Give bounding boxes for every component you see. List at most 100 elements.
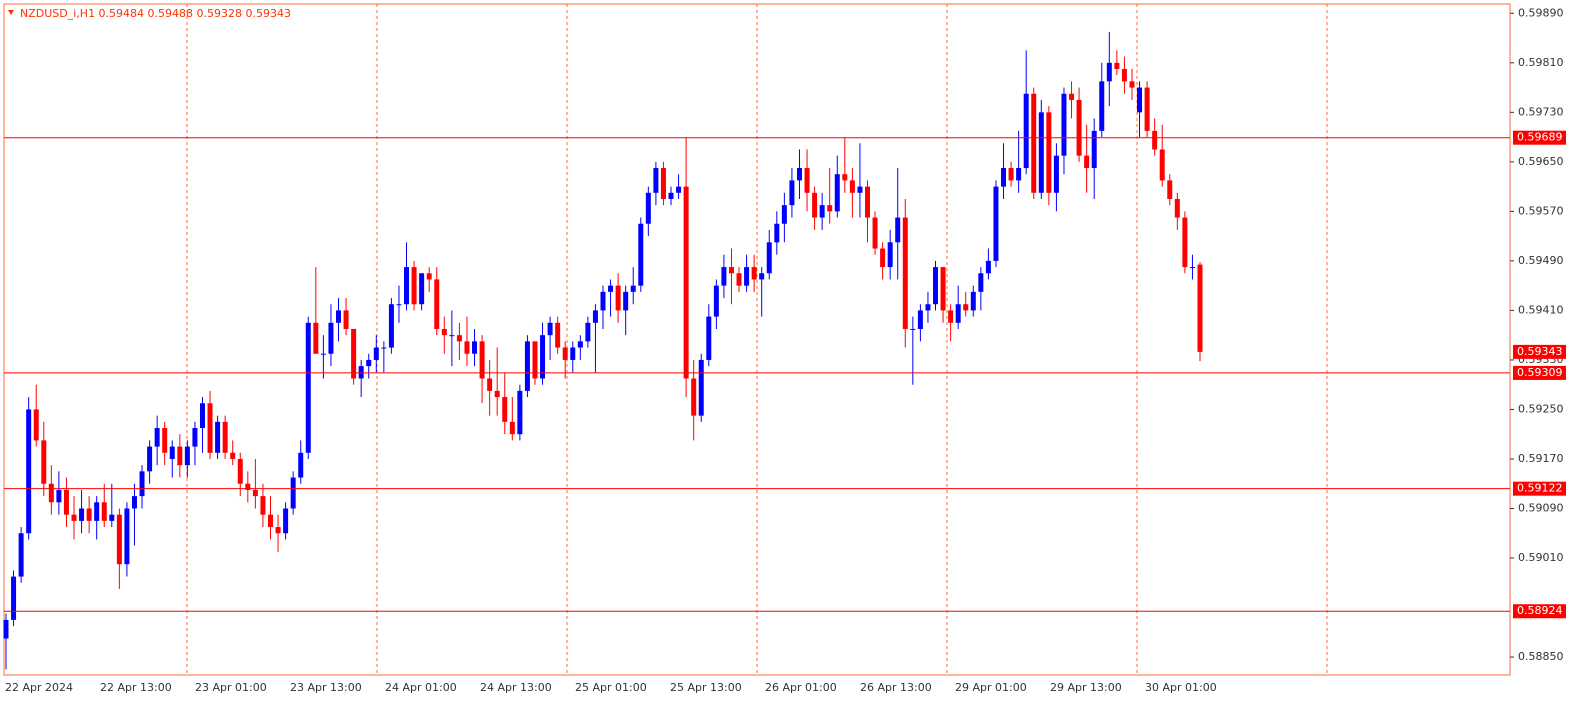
- x-tick-label: 23 Apr 13:00: [290, 681, 362, 694]
- candle-body: [1197, 264, 1203, 352]
- level-label: 0.59122: [1517, 482, 1563, 495]
- y-tick-label: 0.59890: [1518, 6, 1564, 19]
- candle-body: [290, 477, 296, 509]
- y-tick-label: 0.59570: [1518, 204, 1564, 217]
- candle-body: [116, 514, 122, 565]
- candle-body: [298, 452, 304, 478]
- candle-body: [502, 397, 508, 422]
- candle-body: [645, 192, 651, 224]
- candle-body: [819, 205, 825, 218]
- candle-body: [623, 291, 629, 311]
- candle-body: [910, 328, 916, 330]
- level-label: 0.59309: [1517, 366, 1563, 379]
- candle-body: [1076, 99, 1082, 156]
- candle-body: [585, 322, 591, 342]
- price-label-bg: [1513, 344, 1566, 359]
- candle-body: [577, 341, 583, 348]
- candle-body: [1121, 68, 1127, 82]
- chart-title: NZDUSD_i,H1 0.59484 0.59488 0.59328 0.59…: [20, 7, 291, 20]
- x-tick-label: 25 Apr 01:00: [575, 681, 647, 694]
- candle-body: [562, 347, 568, 360]
- candle-body: [615, 285, 621, 311]
- candle-body: [343, 310, 349, 329]
- y-tick-label: 0.59730: [1518, 105, 1564, 118]
- candle-body: [933, 267, 939, 305]
- candle-body: [207, 403, 213, 453]
- candle-body: [154, 428, 160, 447]
- level-label: 0.59689: [1517, 131, 1563, 144]
- candle-body: [192, 428, 198, 447]
- candle-body: [124, 508, 130, 565]
- x-tick-label: 23 Apr 01:00: [195, 681, 267, 694]
- candle-body: [94, 502, 100, 521]
- level-label-bg: [1513, 481, 1566, 496]
- y-tick-label: 0.59410: [1518, 303, 1564, 316]
- candle-body: [404, 267, 410, 305]
- candle-body: [396, 304, 402, 306]
- level-label-bg: [1513, 130, 1566, 145]
- candle-body: [26, 409, 32, 534]
- candle-body: [260, 496, 266, 515]
- candle-body: [766, 242, 772, 274]
- candle-body: [71, 514, 77, 521]
- candle-body: [880, 248, 886, 268]
- candle-body: [940, 267, 946, 311]
- candle-body: [222, 421, 228, 453]
- candle-body: [48, 483, 54, 503]
- candle-body: [305, 322, 311, 453]
- y-tick-label: 0.59170: [1518, 452, 1564, 465]
- candle-body: [774, 223, 780, 243]
- x-tick-label: 22 Apr 2024: [5, 681, 73, 694]
- candle-body: [706, 316, 712, 360]
- candle-body: [653, 168, 659, 193]
- candle-body: [812, 192, 818, 218]
- candle-body: [18, 533, 24, 577]
- candle-body: [1053, 155, 1059, 193]
- x-tick-label: 26 Apr 13:00: [860, 681, 932, 694]
- candle-body: [532, 341, 538, 379]
- x-tick-label: 24 Apr 13:00: [480, 681, 552, 694]
- candle-body: [736, 273, 742, 286]
- candle-body: [1046, 112, 1052, 193]
- candle-body: [698, 359, 704, 416]
- candle-body: [237, 458, 243, 484]
- candle-body: [1001, 168, 1007, 187]
- candle-body: [1091, 130, 1097, 169]
- candle-body: [1106, 62, 1112, 82]
- y-tick-label: 0.58850: [1518, 650, 1564, 663]
- candle-body: [902, 217, 908, 329]
- candle-body: [41, 440, 47, 484]
- candle-body: [668, 192, 674, 199]
- candle-body: [691, 378, 697, 416]
- candle-body: [804, 168, 810, 193]
- candle-body: [509, 421, 515, 435]
- candle-body: [101, 502, 107, 521]
- candle-body: [487, 378, 493, 391]
- candle-body: [131, 496, 137, 509]
- candle-body: [547, 322, 553, 336]
- candle-body: [472, 341, 478, 354]
- candle-body: [985, 260, 991, 274]
- candle-body: [1129, 81, 1135, 88]
- candle-body: [592, 310, 598, 323]
- candle-body: [1031, 93, 1037, 193]
- candle-body: [1144, 87, 1150, 131]
- candle-body: [139, 471, 145, 497]
- candle-body: [162, 428, 168, 453]
- candle-body: [79, 508, 85, 521]
- candle-body: [781, 205, 787, 224]
- candle-body: [842, 174, 848, 181]
- candle-body: [494, 390, 500, 398]
- candle-body: [373, 347, 379, 360]
- candle-body: [600, 291, 606, 311]
- candle-body: [3, 619, 9, 639]
- candle-body: [713, 285, 719, 317]
- candle-body: [184, 446, 190, 466]
- level-label-bg: [1513, 365, 1566, 380]
- candle-body: [1084, 155, 1090, 169]
- candle-body: [759, 273, 765, 280]
- y-tick-label: 0.59490: [1518, 254, 1564, 267]
- candle-body: [63, 489, 69, 515]
- candle-body: [721, 267, 727, 286]
